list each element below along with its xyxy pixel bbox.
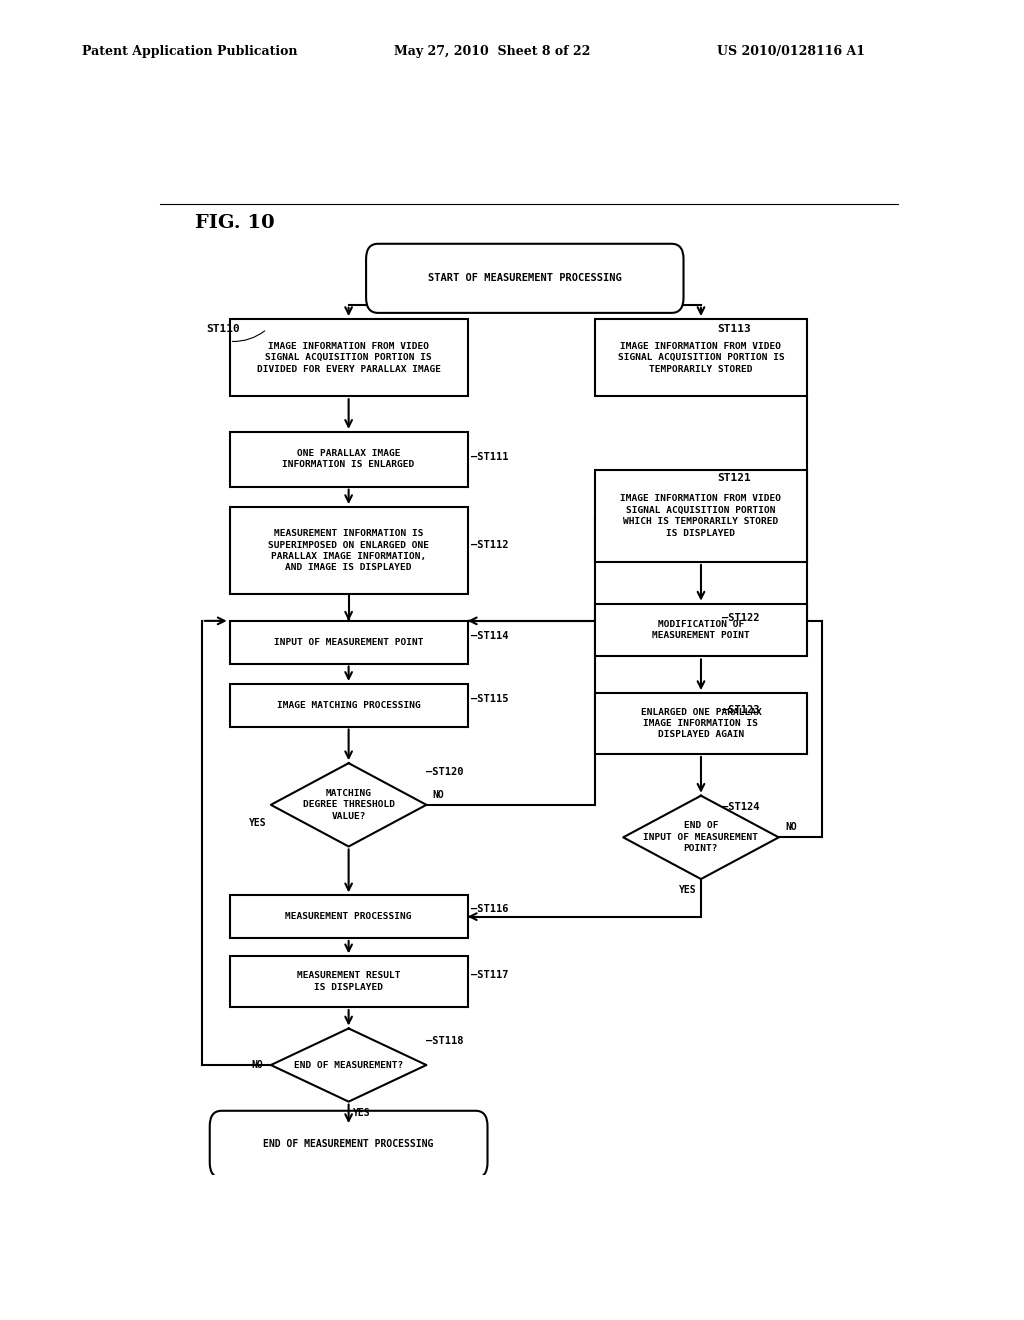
Text: YES: YES — [679, 886, 697, 895]
FancyBboxPatch shape — [229, 432, 468, 487]
Text: FIG. 10: FIG. 10 — [196, 214, 275, 232]
Text: YES: YES — [249, 818, 267, 828]
Text: END OF MEASUREMENT?: END OF MEASUREMENT? — [294, 1060, 403, 1069]
Text: —ST117: —ST117 — [471, 970, 508, 979]
Text: MEASUREMENT RESULT
IS DISPLAYED: MEASUREMENT RESULT IS DISPLAYED — [297, 972, 400, 991]
FancyBboxPatch shape — [229, 956, 468, 1007]
Text: NO: NO — [785, 822, 797, 832]
Text: May 27, 2010  Sheet 8 of 22: May 27, 2010 Sheet 8 of 22 — [394, 45, 591, 58]
Text: MATCHING
DEGREE THRESHOLD
VALUE?: MATCHING DEGREE THRESHOLD VALUE? — [303, 789, 394, 821]
Text: ENLARGED ONE PARALLAX
IMAGE INFORMATION IS
DISPLAYED AGAIN: ENLARGED ONE PARALLAX IMAGE INFORMATION … — [641, 708, 762, 739]
Text: —ST112: —ST112 — [471, 540, 508, 549]
FancyBboxPatch shape — [210, 1110, 487, 1177]
Text: —ST124: —ST124 — [722, 801, 759, 812]
Text: START OF MEASUREMENT PROCESSING: START OF MEASUREMENT PROCESSING — [428, 273, 622, 284]
Text: —ST118: —ST118 — [426, 1036, 464, 1045]
Text: ST113: ST113 — [717, 325, 751, 334]
Text: Patent Application Publication: Patent Application Publication — [82, 45, 297, 58]
Polygon shape — [624, 796, 778, 879]
FancyBboxPatch shape — [595, 319, 807, 396]
FancyBboxPatch shape — [595, 693, 807, 754]
FancyBboxPatch shape — [229, 319, 468, 396]
Text: MODIFICATION OF
MEASUREMENT POINT: MODIFICATION OF MEASUREMENT POINT — [652, 620, 750, 640]
Text: IMAGE INFORMATION FROM VIDEO
SIGNAL ACQUISITION PORTION
WHICH IS TEMPORARILY STO: IMAGE INFORMATION FROM VIDEO SIGNAL ACQU… — [621, 495, 781, 537]
Text: US 2010/0128116 A1: US 2010/0128116 A1 — [717, 45, 865, 58]
Text: IMAGE MATCHING PROCESSING: IMAGE MATCHING PROCESSING — [276, 701, 421, 710]
Text: ST121: ST121 — [717, 473, 751, 483]
Text: ONE PARALLAX IMAGE
INFORMATION IS ENLARGED: ONE PARALLAX IMAGE INFORMATION IS ENLARG… — [283, 449, 415, 470]
Text: —ST122: —ST122 — [722, 612, 759, 623]
Text: YES: YES — [352, 1107, 371, 1118]
Text: INPUT OF MEASUREMENT POINT: INPUT OF MEASUREMENT POINT — [273, 638, 423, 647]
FancyBboxPatch shape — [367, 244, 684, 313]
Text: ST110: ST110 — [206, 325, 240, 334]
Text: —ST111: —ST111 — [471, 453, 508, 462]
Polygon shape — [270, 1028, 426, 1102]
FancyBboxPatch shape — [229, 895, 468, 939]
Text: END OF MEASUREMENT PROCESSING: END OF MEASUREMENT PROCESSING — [263, 1139, 434, 1150]
FancyBboxPatch shape — [595, 470, 807, 562]
Text: —ST116: —ST116 — [471, 903, 508, 913]
Text: MEASUREMENT INFORMATION IS
SUPERIMPOSED ON ENLARGED ONE
PARALLAX IMAGE INFORMATI: MEASUREMENT INFORMATION IS SUPERIMPOSED … — [268, 529, 429, 573]
FancyBboxPatch shape — [229, 684, 468, 726]
Text: —ST123: —ST123 — [722, 705, 759, 715]
Text: IMAGE INFORMATION FROM VIDEO
SIGNAL ACQUISITION PORTION IS
TEMPORARILY STORED: IMAGE INFORMATION FROM VIDEO SIGNAL ACQU… — [617, 342, 784, 374]
FancyBboxPatch shape — [595, 603, 807, 656]
Text: —ST120: —ST120 — [426, 767, 464, 777]
FancyBboxPatch shape — [229, 507, 468, 594]
Text: IMAGE INFORMATION FROM VIDEO
SIGNAL ACQUISITION PORTION IS
DIVIDED FOR EVERY PAR: IMAGE INFORMATION FROM VIDEO SIGNAL ACQU… — [257, 342, 440, 374]
Text: —ST115: —ST115 — [471, 694, 508, 704]
Text: MEASUREMENT PROCESSING: MEASUREMENT PROCESSING — [286, 912, 412, 921]
Text: NO: NO — [251, 1060, 263, 1071]
Text: END OF
INPUT OF MEASUREMENT
POINT?: END OF INPUT OF MEASUREMENT POINT? — [643, 821, 759, 853]
FancyBboxPatch shape — [229, 620, 468, 664]
Text: —ST114: —ST114 — [471, 631, 508, 642]
Polygon shape — [270, 763, 426, 846]
Text: NO: NO — [433, 789, 444, 800]
